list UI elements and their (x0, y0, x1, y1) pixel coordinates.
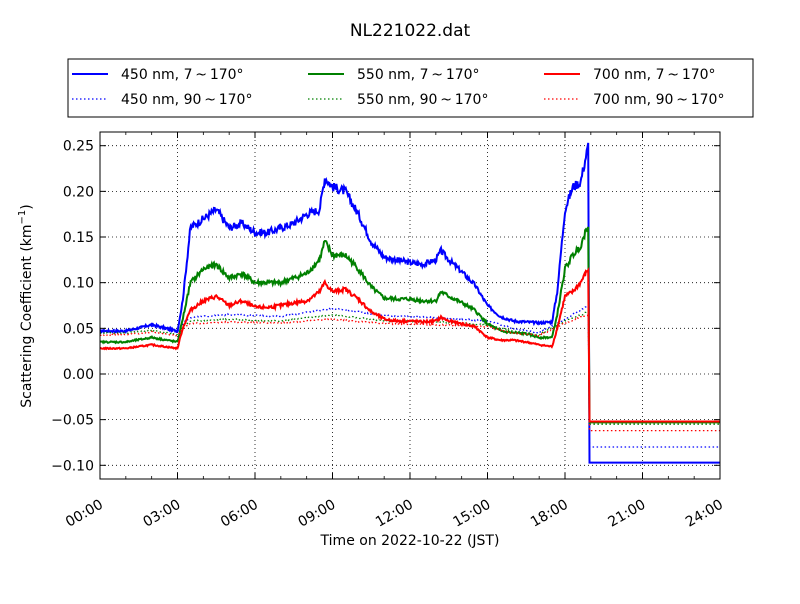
legend-items: 450 nm, 7 ~ 170° 450 nm, 90 ~ 170° 550 nm,… (72, 67, 724, 108)
legend-box (67, 58, 754, 118)
legend-label: 550 nm, 90 ~ 170° (357, 92, 488, 108)
series-layer (99, 142, 720, 464)
y-axis-label-sup: −1 (17, 210, 28, 225)
y-tick-label: 0.20 (63, 184, 94, 200)
x-tick-label: 21:00 (606, 497, 649, 531)
y-tick-label: 0.25 (63, 139, 94, 155)
chart-title: NL221022.dat (350, 21, 471, 41)
x-tick-label: 00:00 (63, 497, 106, 531)
legend-label: 700 nm, 7 ~ 170° (593, 67, 716, 83)
grid-layer (99, 132, 721, 479)
legend-label: 700 nm, 90 ~ 170° (593, 92, 724, 108)
series-line (99, 266, 720, 423)
y-tick-label: 0.00 (63, 367, 94, 383)
series-line (99, 310, 720, 425)
y-tick-label: 0.15 (63, 230, 94, 246)
series-line (99, 226, 720, 424)
y-axis-label-main: Scattering Coefficient (km (19, 224, 35, 407)
x-axis-label: Time on 2022-10-22 (JST) (320, 533, 500, 549)
legend-label: 450 nm, 7 ~ 170° (121, 67, 244, 83)
x-tick-label: 24:00 (683, 497, 726, 531)
y-tick-label: 0.10 (63, 276, 94, 292)
x-tick-label: 06:00 (218, 497, 261, 531)
y-tick-label: 0.05 (63, 321, 94, 337)
y-tick-label: −0.05 (51, 413, 94, 429)
legend-label: 550 nm, 7 ~ 170° (357, 67, 480, 83)
x-tick-label: 12:00 (373, 497, 416, 531)
x-tick-label: 03:00 (141, 497, 184, 531)
y-tick-label: −0.10 (51, 458, 94, 474)
legend: 450 nm, 7 ~ 170° 450 nm, 90 ~ 170° 550 nm,… (67, 58, 754, 118)
y-axis-label: Scattering Coefficient (km−1) (17, 204, 35, 408)
series-line (99, 142, 720, 464)
x-tick-label: 09:00 (296, 497, 339, 531)
y-axis-label-close: ) (19, 204, 35, 209)
legend-label: 450 nm, 90 ~ 170° (121, 92, 252, 108)
x-tick-label: 18:00 (528, 497, 571, 531)
x-tick-label: 15:00 (451, 497, 494, 531)
